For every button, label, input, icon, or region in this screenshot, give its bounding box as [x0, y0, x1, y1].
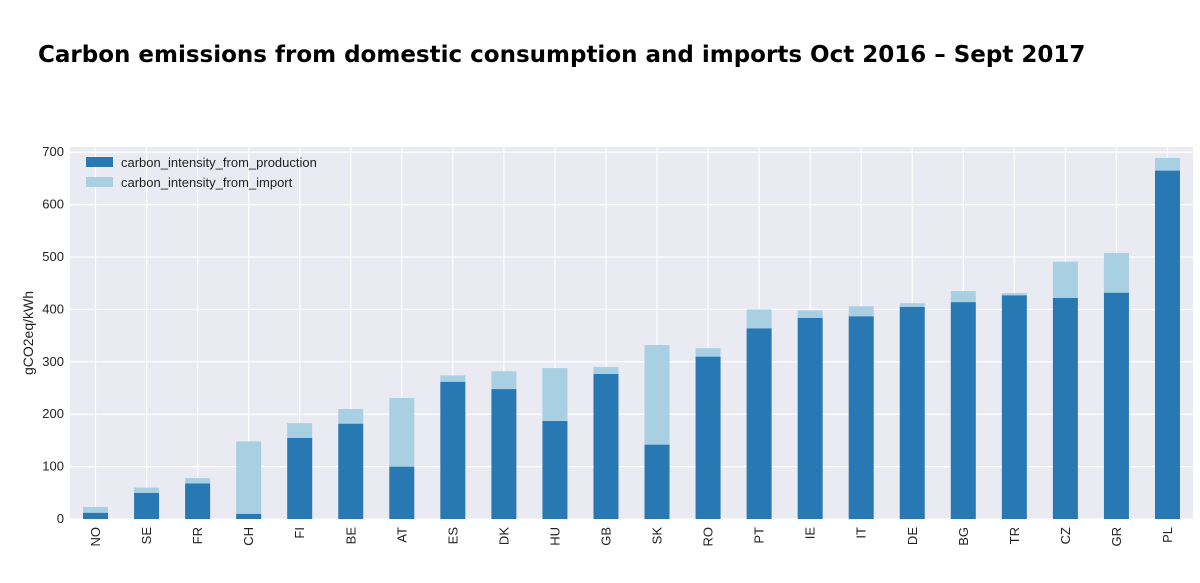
- legend-swatch-import: [86, 177, 113, 187]
- bar-import-de: [899, 303, 925, 307]
- bar-import-hu: [542, 368, 568, 422]
- x-tick-label-pt: PT: [752, 527, 767, 544]
- bar-import-tr: [1001, 293, 1027, 296]
- bar-production-se: [134, 492, 160, 519]
- bar-import-gb: [593, 367, 619, 374]
- bar-production-es: [440, 381, 466, 519]
- x-tick-label-es: ES: [445, 527, 460, 545]
- y-tick-label: 600: [42, 197, 64, 212]
- bar-import-ch: [236, 441, 262, 514]
- bar-production-pt: [746, 328, 772, 519]
- bar-production-de: [899, 306, 925, 519]
- bar-import-at: [389, 397, 415, 467]
- bar-import-pt: [746, 309, 772, 329]
- bar-production-hu: [542, 421, 568, 519]
- bar-production-tr: [1001, 295, 1027, 519]
- bar-import-it: [848, 306, 874, 317]
- bar-import-fr: [185, 478, 211, 484]
- bar-production-at: [389, 466, 415, 519]
- x-tick-label-it: IT: [854, 527, 869, 539]
- bar-production-fi: [287, 437, 313, 519]
- bar-import-dk: [491, 371, 517, 390]
- y-axis-label: gCO2eq/kWh: [20, 291, 36, 375]
- x-tick-label-se: SE: [139, 527, 154, 545]
- bar-production-ro: [695, 356, 721, 519]
- legend-swatch-production: [86, 157, 113, 167]
- bar-import-ro: [695, 348, 721, 357]
- x-tick-label-fr: FR: [190, 527, 205, 544]
- x-tick-label-gr: GR: [1109, 527, 1124, 547]
- y-tick-label: 500: [42, 249, 64, 264]
- x-tick-label-be: BE: [343, 527, 358, 545]
- legend-label-production: carbon_intensity_from_production: [121, 155, 317, 170]
- x-tick-label-pl: PL: [1160, 527, 1175, 543]
- bar-production-dk: [491, 389, 517, 519]
- x-tick-label-dk: DK: [496, 527, 511, 545]
- x-tick-label-at: AT: [394, 527, 409, 543]
- bar-import-gr: [1103, 252, 1129, 293]
- bar-production-pl: [1154, 170, 1180, 520]
- bar-import-fi: [287, 423, 313, 438]
- bar-production-sk: [644, 444, 670, 519]
- bar-import-be: [338, 408, 364, 424]
- bar-import-se: [134, 487, 160, 493]
- bar-import-ie: [797, 310, 823, 318]
- x-tick-label-cz: CZ: [1058, 527, 1073, 544]
- bar-production-ie: [797, 317, 823, 519]
- x-axis-ticks: NO SE FR CH FI BE AT ES DK HU GB SK RO PT IE IT DE BG TR CZ…: [88, 527, 1175, 547]
- x-tick-label-no: NO: [88, 527, 103, 547]
- bar-import-sk: [644, 345, 670, 445]
- x-tick-label-gb: GB: [598, 527, 613, 546]
- x-tick-label-hu: HU: [547, 527, 562, 546]
- y-tick-label: 200: [42, 406, 64, 421]
- y-tick-label: 700: [42, 144, 64, 159]
- bars: [83, 158, 1180, 520]
- bar-production-cz: [1052, 297, 1078, 519]
- bar-production-gb: [593, 373, 619, 519]
- y-tick-label: 400: [42, 301, 64, 316]
- x-tick-label-sk: SK: [650, 527, 665, 545]
- x-tick-label-ie: IE: [803, 527, 818, 540]
- y-axis-ticks: 0 100 200 300 400 500 600 700: [42, 144, 64, 526]
- bar-import-cz: [1052, 261, 1078, 298]
- bar-import-pl: [1154, 158, 1180, 171]
- y-tick-label: 300: [42, 354, 64, 369]
- x-tick-label-bg: BG: [956, 527, 971, 546]
- bar-production-gr: [1103, 292, 1129, 519]
- x-tick-label-ch: CH: [241, 527, 256, 546]
- x-tick-label-de: DE: [905, 527, 920, 545]
- legend: carbon_intensity_from_production carbon_…: [86, 155, 317, 190]
- x-tick-label-tr: TR: [1007, 527, 1022, 544]
- bar-production-ch: [236, 513, 262, 519]
- x-tick-label-ro: RO: [701, 527, 716, 547]
- y-tick-label: 100: [42, 459, 64, 474]
- bar-production-no: [83, 512, 109, 519]
- chart-title: Carbon emissions from domestic consumpti…: [38, 42, 1086, 68]
- bar-import-es: [440, 375, 466, 382]
- bar-import-bg: [950, 291, 976, 303]
- bar-import-no: [83, 506, 109, 513]
- bar-production-it: [848, 316, 874, 519]
- legend-label-import: carbon_intensity_from_import: [121, 175, 293, 190]
- bar-production-fr: [185, 483, 211, 519]
- y-tick-label: 0: [57, 511, 64, 526]
- x-tick-label-fi: FI: [292, 527, 307, 539]
- bar-production-bg: [950, 302, 976, 519]
- bar-production-be: [338, 423, 364, 519]
